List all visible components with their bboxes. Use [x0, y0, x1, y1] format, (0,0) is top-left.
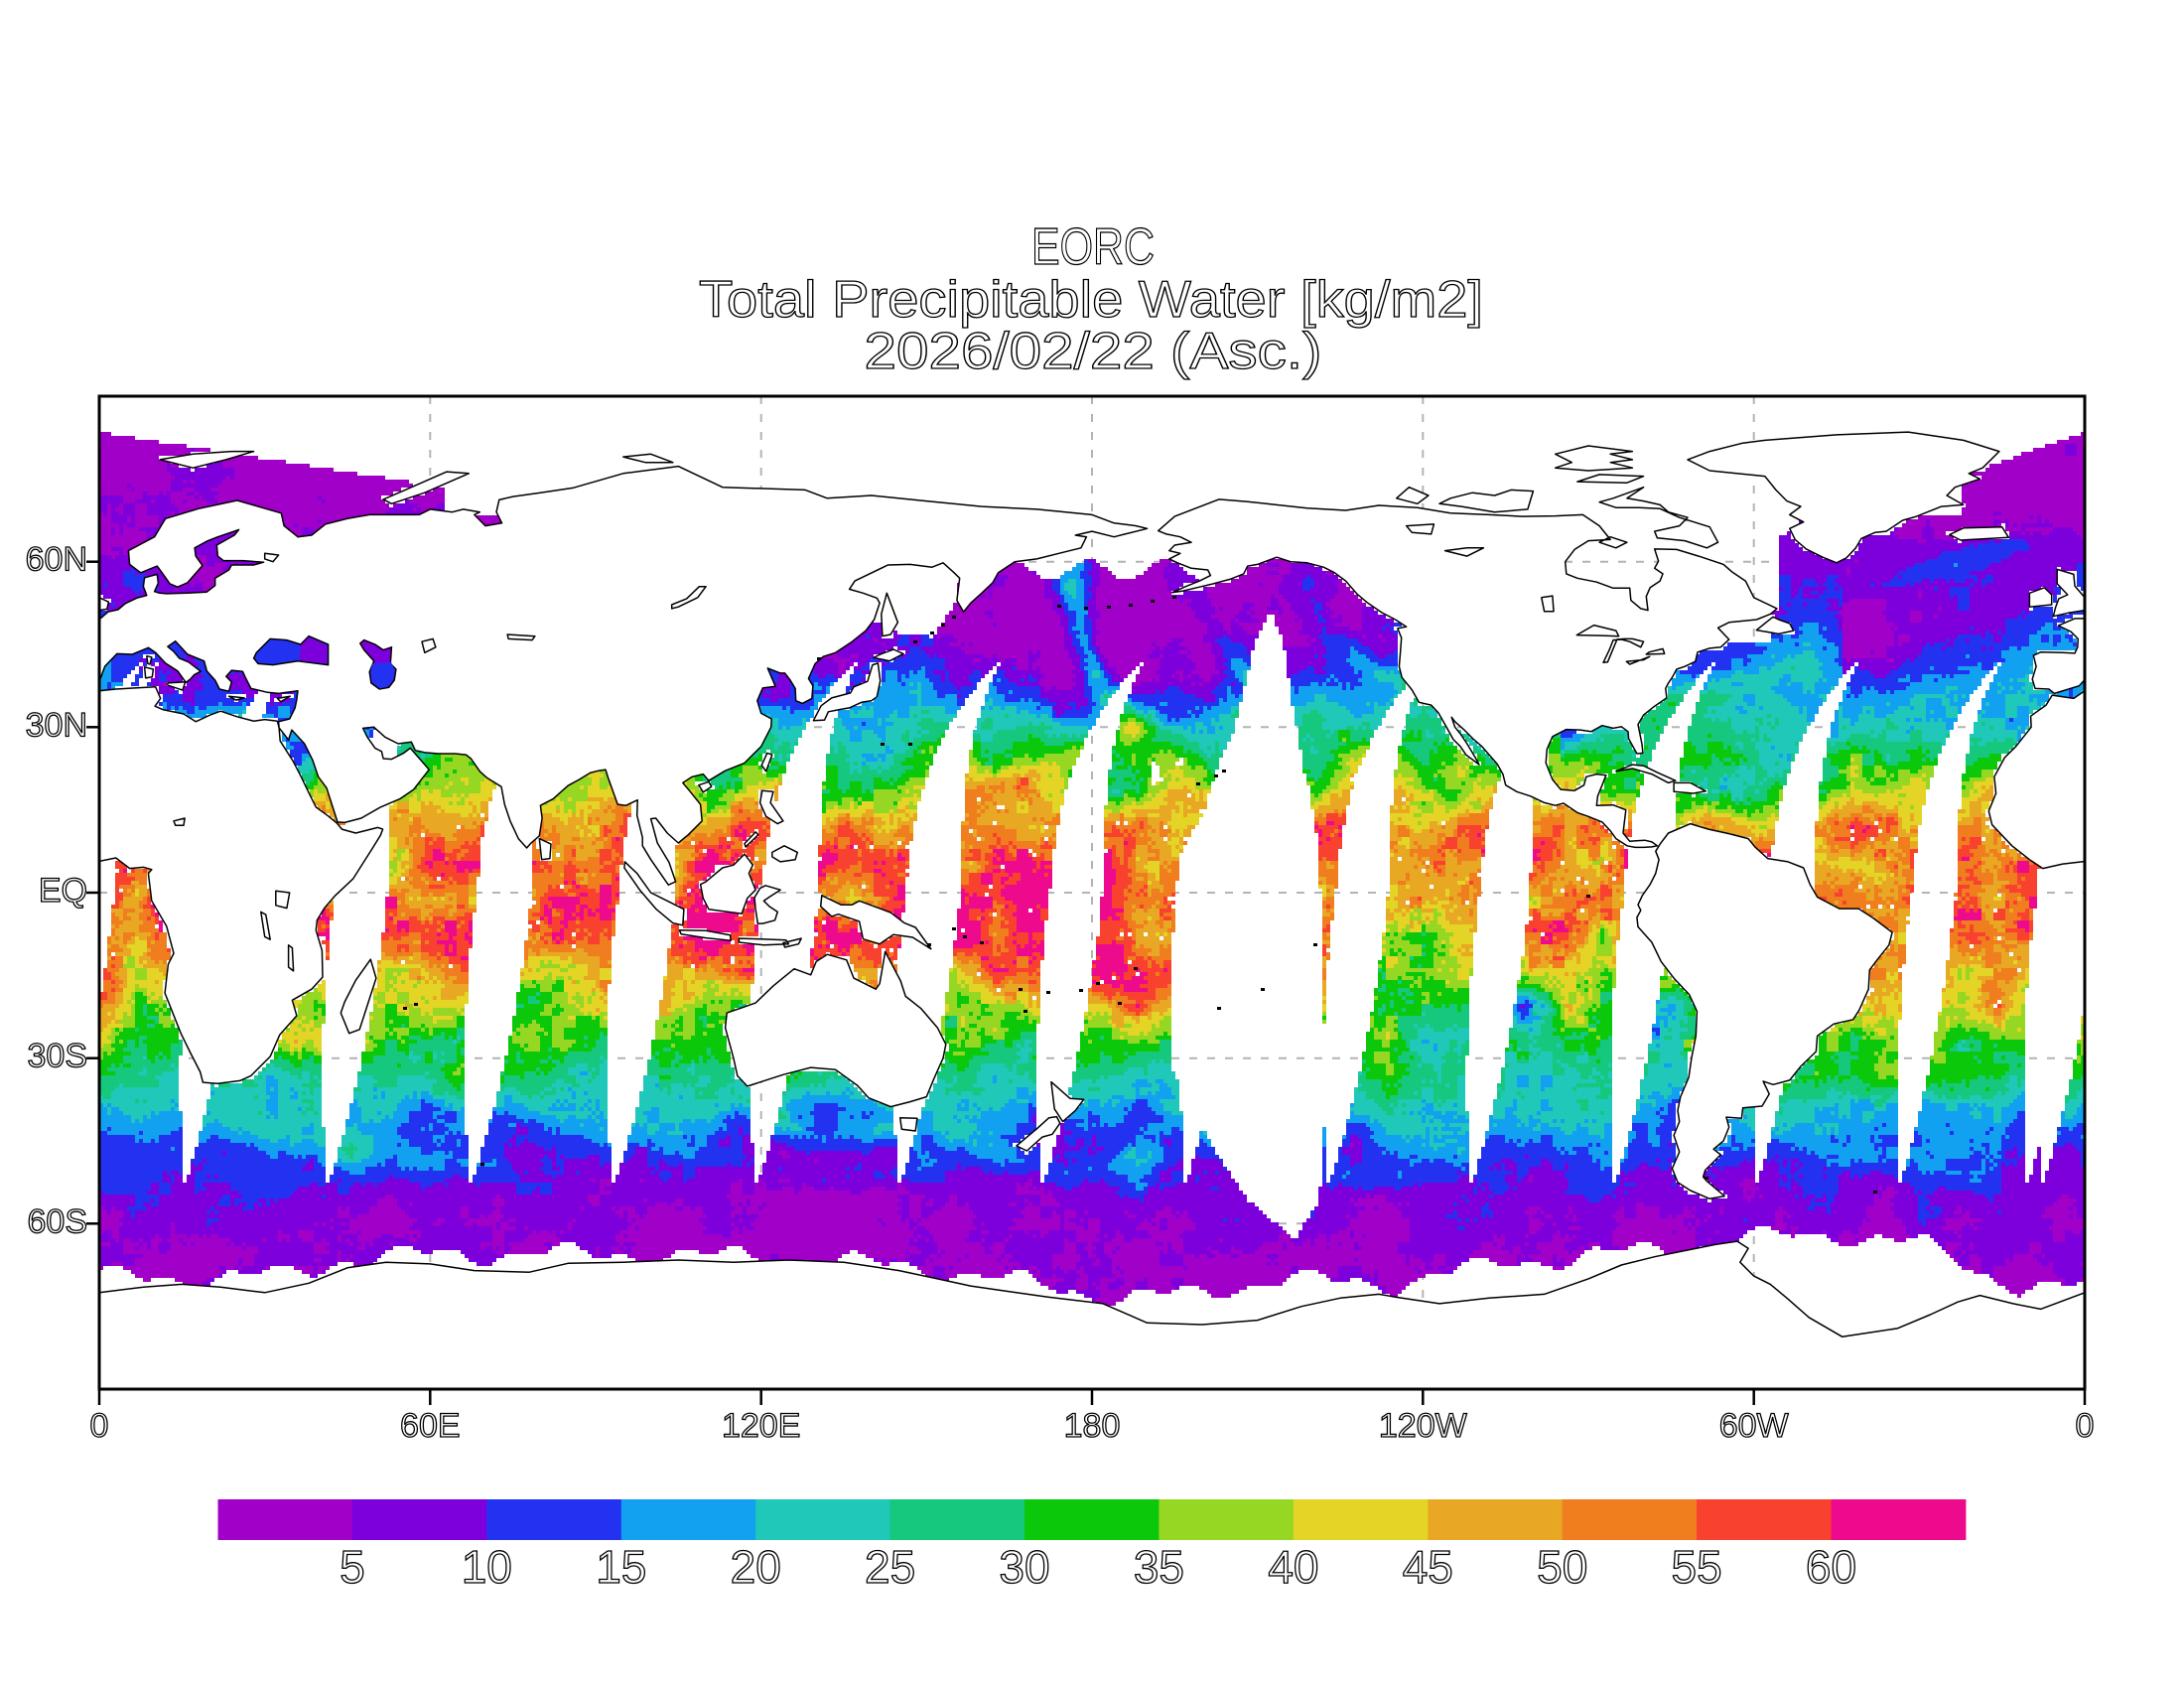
svg-text:0: 0 [90, 1407, 109, 1445]
svg-text:20: 20 [731, 1541, 781, 1593]
svg-text:45: 45 [1403, 1541, 1453, 1593]
svg-text:60W: 60W [1719, 1407, 1789, 1445]
svg-text:60: 60 [1806, 1541, 1856, 1593]
svg-text:2026/02/22 (Asc.): 2026/02/22 (Asc.) [865, 323, 1322, 380]
svg-text:15: 15 [596, 1541, 646, 1593]
svg-text:5: 5 [340, 1541, 365, 1593]
svg-text:0: 0 [2076, 1407, 2095, 1445]
svg-text:35: 35 [1134, 1541, 1184, 1593]
svg-text:120E: 120E [722, 1407, 800, 1445]
svg-text:EQ: EQ [39, 872, 87, 910]
svg-text:30S: 30S [28, 1038, 88, 1075]
svg-text:120W: 120W [1379, 1407, 1467, 1445]
svg-text:10: 10 [462, 1541, 512, 1593]
svg-text:50: 50 [1537, 1541, 1587, 1593]
svg-text:30N: 30N [26, 706, 87, 744]
svg-text:EORC: EORC [1031, 218, 1155, 276]
svg-text:30: 30 [999, 1541, 1049, 1593]
svg-text:Total Precipitable Water [kg/m: Total Precipitable Water [kg/m2] [699, 271, 1483, 329]
svg-text:60S: 60S [28, 1202, 88, 1240]
svg-text:55: 55 [1672, 1541, 1722, 1593]
svg-text:40: 40 [1268, 1541, 1318, 1593]
svg-text:60N: 60N [26, 541, 87, 579]
svg-text:180: 180 [1064, 1407, 1121, 1445]
svg-text:60E: 60E [400, 1407, 461, 1445]
svg-text:25: 25 [865, 1541, 915, 1593]
